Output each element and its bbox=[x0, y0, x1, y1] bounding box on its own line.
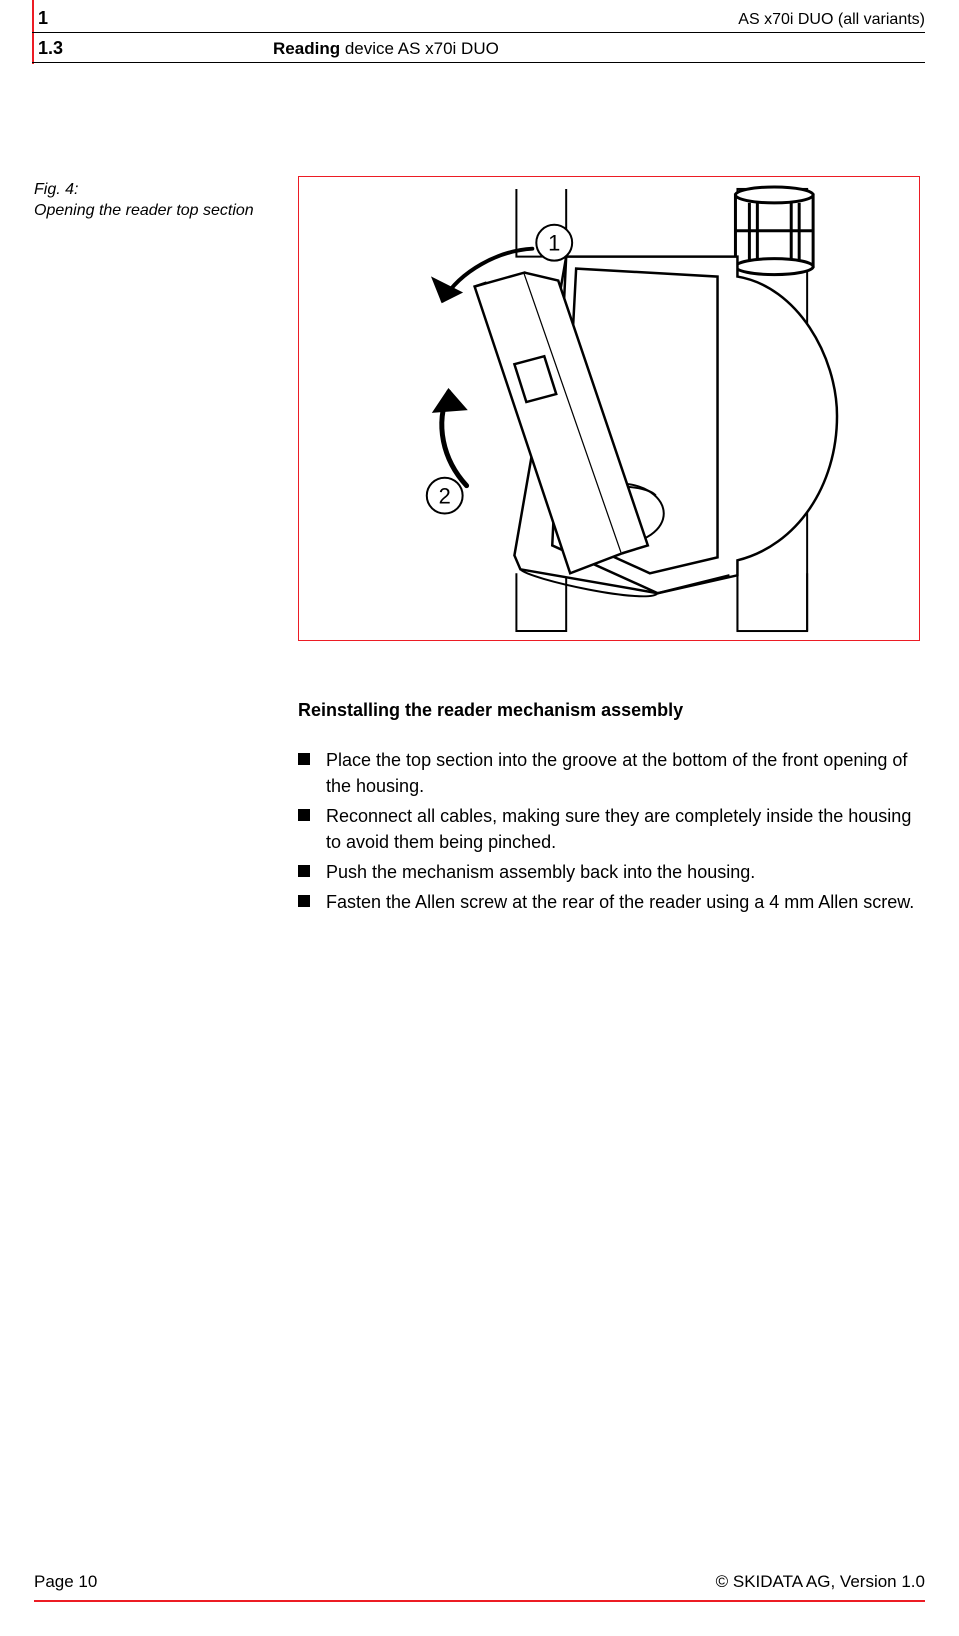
svg-text:2: 2 bbox=[439, 484, 451, 509]
bullet-list: Place the top section into the groove at… bbox=[298, 747, 922, 916]
callout-1: 1 bbox=[536, 225, 572, 261]
page: 1 AS x70i DUO (all variants) 1.3 Reading… bbox=[0, 0, 959, 1636]
header-row-chapter: 1 AS x70i DUO (all variants) bbox=[38, 8, 925, 29]
reader-diagram: 1 2 bbox=[299, 177, 919, 640]
list-item: Reconnect all cables, making sure they a… bbox=[298, 803, 922, 855]
svg-text:1: 1 bbox=[548, 231, 560, 256]
page-number: Page 10 bbox=[34, 1572, 97, 1592]
header-rule-1 bbox=[32, 32, 925, 33]
section-title: Reading device AS x70i DUO bbox=[273, 39, 499, 59]
footer-row: Page 10 © SKIDATA AG, Version 1.0 bbox=[34, 1572, 925, 1592]
chapter-title: AS x70i DUO (all variants) bbox=[738, 11, 925, 29]
copyright: © SKIDATA AG, Version 1.0 bbox=[716, 1572, 925, 1592]
header-row-section: 1.3 Reading device AS x70i DUO bbox=[38, 38, 499, 59]
content-heading: Reinstalling the reader mechanism assemb… bbox=[298, 700, 922, 721]
list-item: Place the top section into the groove at… bbox=[298, 747, 922, 799]
list-item: Fasten the Allen screw at the rear of th… bbox=[298, 889, 922, 915]
content-block: Reinstalling the reader mechanism assemb… bbox=[298, 700, 922, 920]
figure-label: Fig. 4: bbox=[34, 181, 78, 198]
figure-box: 1 2 bbox=[298, 176, 920, 641]
figure-caption: Fig. 4: Opening the reader top section bbox=[34, 180, 254, 222]
footer-rule bbox=[34, 1600, 925, 1602]
callout-2: 2 bbox=[427, 478, 463, 514]
section-number: 1.3 bbox=[38, 38, 63, 59]
header-rule-2 bbox=[32, 62, 925, 63]
list-item: Push the mechanism assembly back into th… bbox=[298, 859, 922, 885]
figure-caption-text: Opening the reader top section bbox=[34, 202, 254, 219]
chapter-number: 1 bbox=[38, 8, 48, 29]
